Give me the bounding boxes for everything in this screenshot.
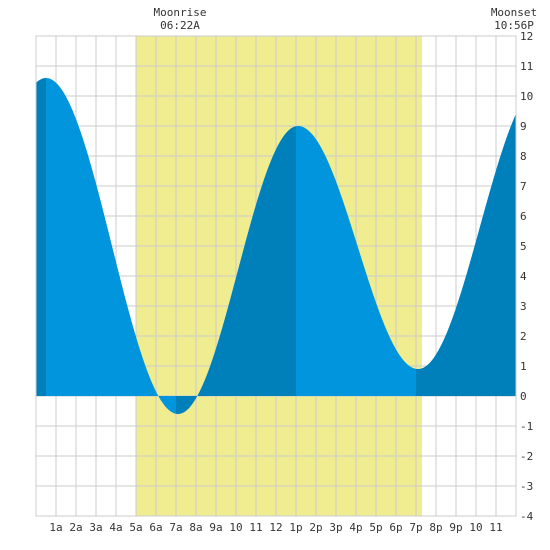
x-tick-label: 10 — [469, 521, 482, 534]
x-tick-label: 11 — [489, 521, 502, 534]
tide-area-segment-2 — [176, 396, 196, 414]
y-tick-label: -3 — [520, 480, 533, 493]
y-tick-label: 11 — [520, 60, 533, 73]
y-tick-label: -1 — [520, 420, 533, 433]
x-tick-label: 9p — [449, 521, 462, 534]
tide-area-segment-5 — [416, 113, 516, 396]
x-tick-label: 3a — [89, 521, 102, 534]
x-tick-label: 10 — [229, 521, 242, 534]
x-tick-label: 6a — [149, 521, 162, 534]
y-tick-label: -2 — [520, 450, 533, 463]
y-tick-label: 7 — [520, 180, 527, 193]
y-tick-label: 10 — [520, 90, 533, 103]
x-tick-label: 7p — [409, 521, 422, 534]
y-tick-label: 8 — [520, 150, 527, 163]
x-tick-label: 8p — [429, 521, 442, 534]
y-tick-label: 3 — [520, 300, 527, 313]
y-tick-label: 0 — [520, 390, 527, 403]
x-tick-label: 1p — [289, 521, 302, 534]
x-tick-label: 2a — [69, 521, 82, 534]
x-tick-label: 11 — [249, 521, 262, 534]
tide-area-segment-3 — [196, 126, 296, 399]
y-tick-label: 5 — [520, 240, 527, 253]
x-tick-label: 2p — [309, 521, 322, 534]
x-tick-label: 4a — [109, 521, 122, 534]
y-tick-label: 2 — [520, 330, 527, 343]
x-tick-label: 8a — [189, 521, 202, 534]
y-tick-label: 9 — [520, 120, 527, 133]
y-tick-label: 12 — [520, 30, 533, 43]
y-tick-label: -4 — [520, 510, 534, 523]
x-tick-label: 12 — [269, 521, 282, 534]
y-tick-label: 1 — [520, 360, 527, 373]
x-tick-label: 3p — [329, 521, 342, 534]
plot-frame — [35, 35, 517, 517]
x-tick-label: 7a — [169, 521, 182, 534]
tide-area-segment-1 — [46, 78, 176, 414]
y-tick-label: 6 — [520, 210, 527, 223]
x-tick-label: 5p — [369, 521, 382, 534]
y-tick-label: 4 — [520, 270, 527, 283]
x-tick-label: 1a — [49, 521, 62, 534]
moonrise-time: 06:22A — [160, 19, 200, 32]
x-tick-label: 9a — [209, 521, 222, 534]
moonrise-label: Moonrise — [154, 6, 207, 19]
moonset-label: Moonset — [491, 6, 537, 19]
moonset-time: 10:56P — [494, 19, 534, 32]
x-tick-label: 6p — [389, 521, 402, 534]
x-tick-label: 4p — [349, 521, 362, 534]
x-tick-label: 5a — [129, 521, 142, 534]
tide-area-segment-4 — [296, 126, 416, 396]
tide-area-segment-0 — [36, 78, 46, 396]
